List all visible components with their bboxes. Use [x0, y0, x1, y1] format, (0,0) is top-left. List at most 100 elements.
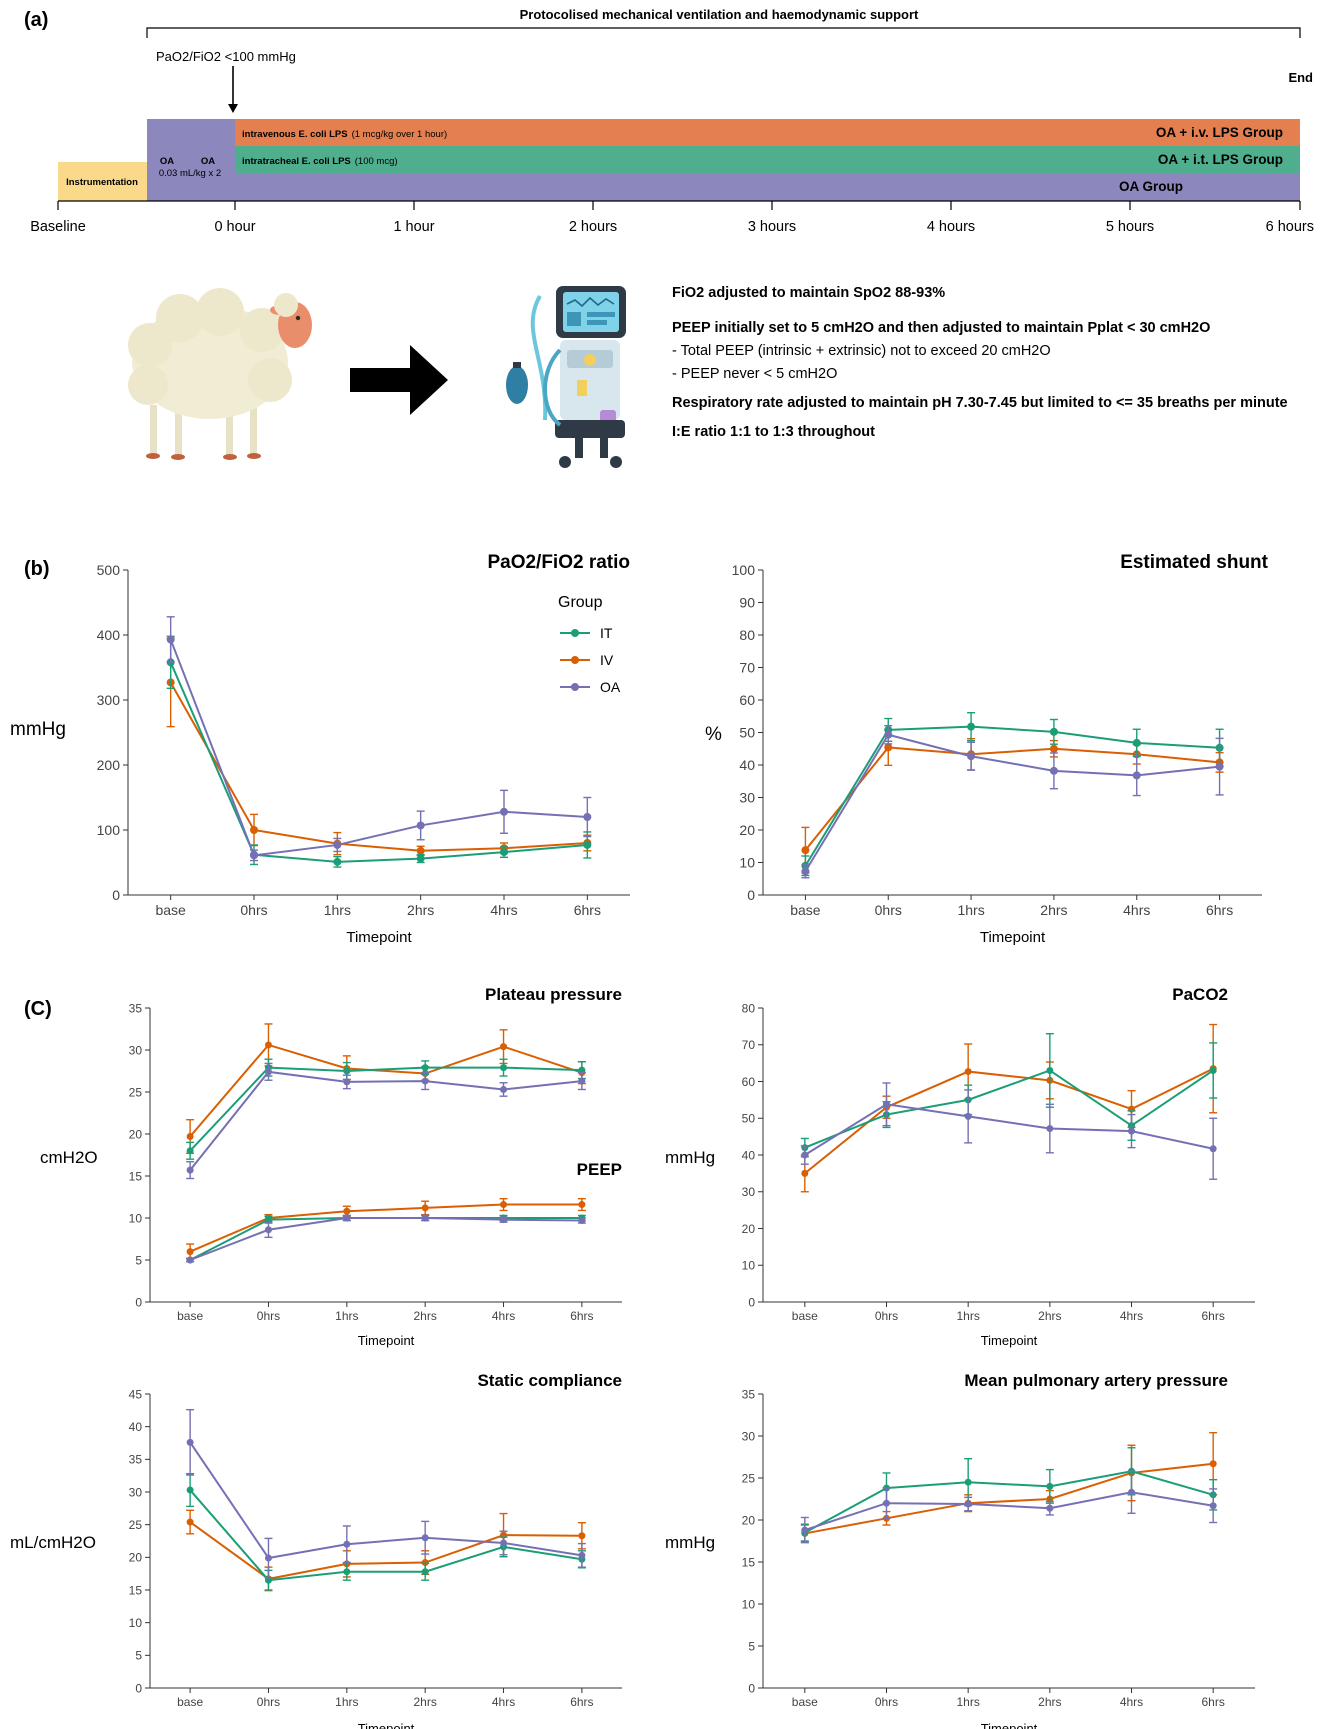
x-tick-label: 0hrs — [257, 1309, 280, 1323]
data-point — [1049, 766, 1058, 775]
y-tick-label: 400 — [97, 627, 121, 643]
y-tick-label: 40 — [742, 1148, 756, 1162]
series-line — [169, 661, 588, 863]
panel-label-a: (a) — [24, 9, 48, 31]
x-tick-label: 4hrs — [492, 1309, 515, 1323]
y-tick-label: 35 — [129, 1453, 143, 1467]
y-tick-label: 5 — [135, 1253, 142, 1267]
data-point — [250, 851, 259, 860]
y-tick-label: 20 — [129, 1127, 143, 1141]
data-point — [1132, 771, 1141, 780]
x-tick-label: 2hrs — [414, 1695, 437, 1709]
y-tick-label: 40 — [739, 757, 755, 773]
data-point — [343, 1540, 351, 1548]
x-tick-label: 0hrs — [875, 902, 902, 918]
sheep-icon — [128, 288, 312, 460]
chart-compliance: 0 5 10 15 20 25 30 35 40 45 base 0hrs 1hrs 2hrs 4hrs 6h… — [10, 1371, 622, 1729]
data-point — [1046, 1066, 1054, 1074]
series-line — [169, 681, 588, 852]
series-IV — [800, 1023, 1218, 1193]
data-point — [583, 840, 592, 849]
x-axis-label: Timepoint — [981, 1721, 1038, 1729]
data-point — [964, 1068, 972, 1076]
chart-pressure: 0 5 10 15 20 25 30 35 base 0hrs 1hrs 2hrs 4hrs 6hrs Pl… — [40, 985, 622, 1348]
arrow-right-icon — [350, 345, 448, 415]
x-tick-label: 1hrs — [335, 1695, 358, 1709]
series-line — [189, 1217, 582, 1261]
series-line — [189, 1489, 583, 1582]
series-IV — [186, 1023, 586, 1155]
data-point — [1046, 1482, 1054, 1490]
y-tick-label: 15 — [129, 1169, 143, 1183]
series-IT — [166, 635, 592, 868]
data-point — [264, 1216, 272, 1224]
chart-shunt: 0 10 20 30 40 50 60 70 80 90 100 base 0hrs 1hrs 2hrs 4h… — [705, 552, 1269, 946]
data-point — [499, 807, 508, 816]
y-tick-label: 70 — [742, 1038, 756, 1052]
data-point — [421, 1077, 429, 1085]
x-tick-label: 2hrs — [1038, 1309, 1061, 1323]
data-point — [264, 1576, 272, 1584]
data-point — [967, 752, 976, 761]
x-tick-label: 2hrs — [1040, 902, 1067, 918]
x-tick-label: 2hrs — [414, 1309, 437, 1323]
chart-title: Estimated shunt — [1120, 552, 1268, 573]
ventilator-icon — [506, 286, 626, 468]
instrumentation-label: Instrumentation — [66, 177, 138, 188]
y-tick-label: 35 — [742, 1387, 756, 1401]
y-tick-label: 10 — [739, 855, 755, 871]
oa-dose-label: 0.03 mL/kg x 2 — [159, 168, 221, 179]
data-point — [416, 854, 425, 863]
x-tick-label: 1hrs — [957, 902, 984, 918]
series-IT — [801, 711, 1224, 877]
x-axis-label: Timepoint — [981, 1333, 1038, 1348]
data-point — [500, 1216, 508, 1224]
x-tick-label: 6hrs — [570, 1309, 593, 1323]
chart-title: Plateau pressure — [485, 985, 622, 1004]
y-tick-label: 10 — [129, 1211, 143, 1225]
series-IT — [186, 1058, 586, 1160]
chart-title: Mean pulmonary artery pressure — [964, 1371, 1228, 1390]
timeline-tick-label: 6 hours — [1266, 219, 1314, 235]
end-label: End — [1288, 70, 1313, 85]
y-axis-label: mmHg — [10, 719, 66, 740]
data-point — [1046, 1125, 1054, 1133]
data-point — [801, 1526, 809, 1534]
data-point — [186, 1248, 194, 1256]
timeline: Protocolised mechanical ventilation and … — [30, 7, 1314, 235]
y-tick-label: 20 — [742, 1222, 756, 1236]
data-point — [801, 1169, 809, 1177]
chart-title: Static compliance — [477, 1371, 622, 1390]
data-point — [186, 1256, 194, 1264]
series-IV — [166, 637, 592, 857]
y-tick-label: 30 — [129, 1043, 143, 1057]
series-OA — [800, 1470, 1218, 1544]
series-line — [804, 1069, 1214, 1149]
it-lps-detail: (100 mcg) — [355, 156, 398, 167]
x-tick-label: base — [177, 1309, 203, 1323]
y-tick-label: 45 — [129, 1387, 143, 1401]
series-OA — [801, 724, 1224, 879]
timeline-tick-label: 0 hour — [214, 219, 255, 235]
chart-subtitle: PEEP — [577, 1160, 622, 1179]
y-tick-label: 25 — [129, 1085, 143, 1099]
data-point — [1209, 1502, 1217, 1510]
y-axis-label: mL/cmH2O — [10, 1533, 96, 1552]
y-tick-label: 300 — [97, 692, 121, 708]
legend-entry-IV: IV — [600, 652, 614, 668]
y-tick-label: 0 — [747, 887, 755, 903]
data-point — [264, 1226, 272, 1234]
data-point — [1209, 1145, 1217, 1153]
legend-entry-IT: IT — [600, 625, 613, 641]
y-tick-label: 80 — [739, 627, 755, 643]
data-point — [264, 1068, 272, 1076]
data-point — [500, 1043, 508, 1051]
timeline-ticks: Baseline 0 hour 1 hour 2 hours 3 hours 4 hour… — [30, 201, 1314, 235]
iv-lps-bar — [235, 119, 1300, 146]
x-tick-label: 6hrs — [1202, 1309, 1225, 1323]
oa-group-bar — [235, 173, 1300, 201]
y-axis-label: mmHg — [665, 1533, 715, 1552]
x-tick-label: 4hrs — [490, 902, 517, 918]
instrumentation-bar — [58, 162, 147, 201]
y-tick-label: 0 — [748, 1295, 755, 1309]
